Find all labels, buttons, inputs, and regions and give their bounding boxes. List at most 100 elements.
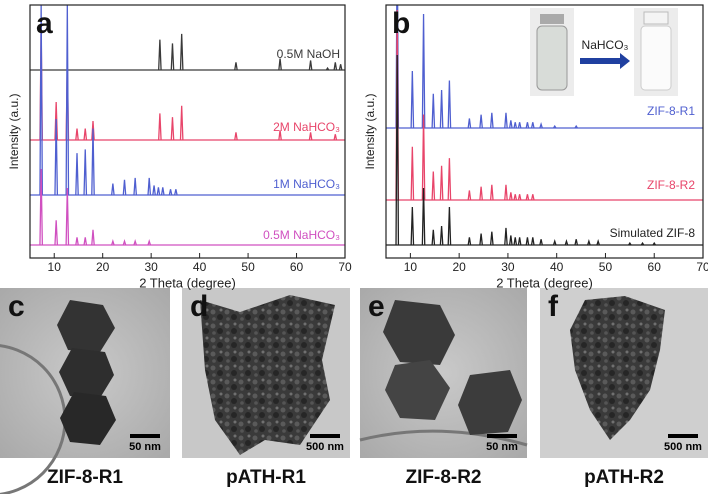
peak bbox=[83, 149, 88, 196]
tem-images bbox=[0, 288, 708, 494]
peak bbox=[278, 130, 282, 141]
panel-letter: f bbox=[548, 290, 559, 323]
peak bbox=[65, 187, 70, 246]
vial-cap bbox=[643, 11, 669, 25]
peak bbox=[467, 190, 472, 201]
x-tick-label: 40 bbox=[550, 260, 564, 274]
axes-frame bbox=[385, 4, 704, 259]
peak bbox=[564, 239, 569, 246]
peak bbox=[54, 220, 59, 246]
peak bbox=[147, 177, 152, 196]
peak bbox=[479, 186, 483, 201]
crystal bbox=[60, 392, 116, 445]
panel-letter: e bbox=[368, 290, 385, 323]
peak bbox=[439, 165, 444, 201]
y-axis-label: Intensity (a.u.) bbox=[363, 93, 377, 169]
peak bbox=[179, 33, 184, 71]
peak bbox=[439, 225, 444, 246]
peak bbox=[338, 64, 343, 71]
peak bbox=[133, 177, 138, 196]
x-axis-label: 2 Theta (degree) bbox=[139, 275, 236, 290]
x-tick-label: 20 bbox=[452, 260, 466, 274]
panel-letter: c bbox=[8, 290, 25, 323]
peak bbox=[504, 112, 508, 129]
peak bbox=[133, 239, 137, 246]
peak bbox=[333, 134, 338, 141]
chart: 0.5M NaOH 2M NaHCO₃ 1M NaHCO₃ 0.5M NaHCO₃ 10… bbox=[7, 4, 352, 290]
peak bbox=[325, 66, 330, 71]
peak bbox=[278, 58, 282, 71]
peak bbox=[158, 39, 162, 71]
plot-area bbox=[30, 5, 345, 246]
peak bbox=[158, 113, 162, 141]
series-label: ZIF-8-R1 bbox=[647, 104, 695, 118]
x-tick-label: 60 bbox=[648, 260, 662, 274]
x-tick-label: 30 bbox=[144, 260, 158, 274]
peak bbox=[517, 194, 522, 201]
peak bbox=[333, 62, 338, 71]
x-tick-label: 50 bbox=[599, 260, 613, 274]
peak bbox=[160, 187, 165, 196]
peak bbox=[410, 70, 415, 129]
peak bbox=[504, 184, 508, 201]
arrow bbox=[580, 53, 630, 69]
peak bbox=[504, 227, 508, 246]
x-tick-label: 30 bbox=[501, 260, 515, 274]
peak bbox=[517, 237, 522, 246]
peak bbox=[530, 237, 535, 246]
peak bbox=[39, 5, 43, 196]
series-label: ZIF-8-R2 bbox=[647, 178, 695, 192]
series-label: 2M NaHCO₃ bbox=[273, 120, 340, 134]
scale-bar-label: 500 nm bbox=[306, 441, 344, 453]
peak bbox=[447, 158, 452, 201]
peak bbox=[170, 117, 175, 141]
peak bbox=[122, 179, 127, 196]
peak bbox=[552, 239, 557, 246]
particle bbox=[200, 295, 335, 455]
peak bbox=[431, 93, 436, 129]
peak bbox=[308, 60, 313, 71]
x-tick-label: 20 bbox=[96, 260, 110, 274]
peak bbox=[168, 189, 173, 196]
peak bbox=[431, 229, 436, 246]
caption: ZIF-8-R1 bbox=[47, 467, 123, 488]
peak bbox=[91, 120, 95, 141]
peak bbox=[489, 231, 494, 246]
peak bbox=[574, 124, 578, 129]
peak bbox=[152, 185, 156, 196]
peak bbox=[489, 112, 494, 129]
peak bbox=[54, 101, 59, 141]
peak bbox=[447, 80, 452, 129]
peak bbox=[539, 239, 543, 246]
panel-letter: a bbox=[36, 7, 53, 40]
x-axis-label: 2 Theta (degree) bbox=[496, 275, 593, 290]
peak bbox=[122, 239, 127, 246]
peak bbox=[467, 118, 472, 129]
peak bbox=[489, 184, 494, 201]
peak bbox=[552, 124, 557, 129]
peak bbox=[421, 13, 426, 129]
peak bbox=[421, 187, 426, 246]
peak bbox=[421, 114, 426, 201]
x-tick-label: 10 bbox=[404, 260, 418, 274]
panel-letter: d bbox=[190, 290, 208, 323]
peak bbox=[174, 189, 178, 196]
chart: ZIF-8-R1 ZIF-8-R2 Simulated ZIF-8 10 20 30 40 5… bbox=[363, 4, 708, 290]
peak bbox=[395, 54, 400, 246]
x-tick-label: 50 bbox=[241, 260, 255, 274]
x-tick-label: 10 bbox=[48, 260, 62, 274]
x-tick-label: 40 bbox=[193, 260, 207, 274]
particle bbox=[570, 296, 665, 440]
caption: ZIF-8-R2 bbox=[406, 467, 482, 488]
peak bbox=[539, 122, 543, 129]
caption: pATH-R1 bbox=[226, 467, 306, 488]
peak bbox=[83, 128, 88, 141]
peak bbox=[410, 146, 415, 201]
peak bbox=[652, 241, 656, 246]
peak bbox=[234, 132, 238, 141]
series-label: 0.5M NaOH bbox=[277, 47, 340, 61]
y-axis-label: Intensity (a.u.) bbox=[7, 93, 21, 169]
caption: pATH-R2 bbox=[584, 467, 664, 488]
peak bbox=[111, 239, 115, 246]
peak bbox=[234, 62, 238, 71]
